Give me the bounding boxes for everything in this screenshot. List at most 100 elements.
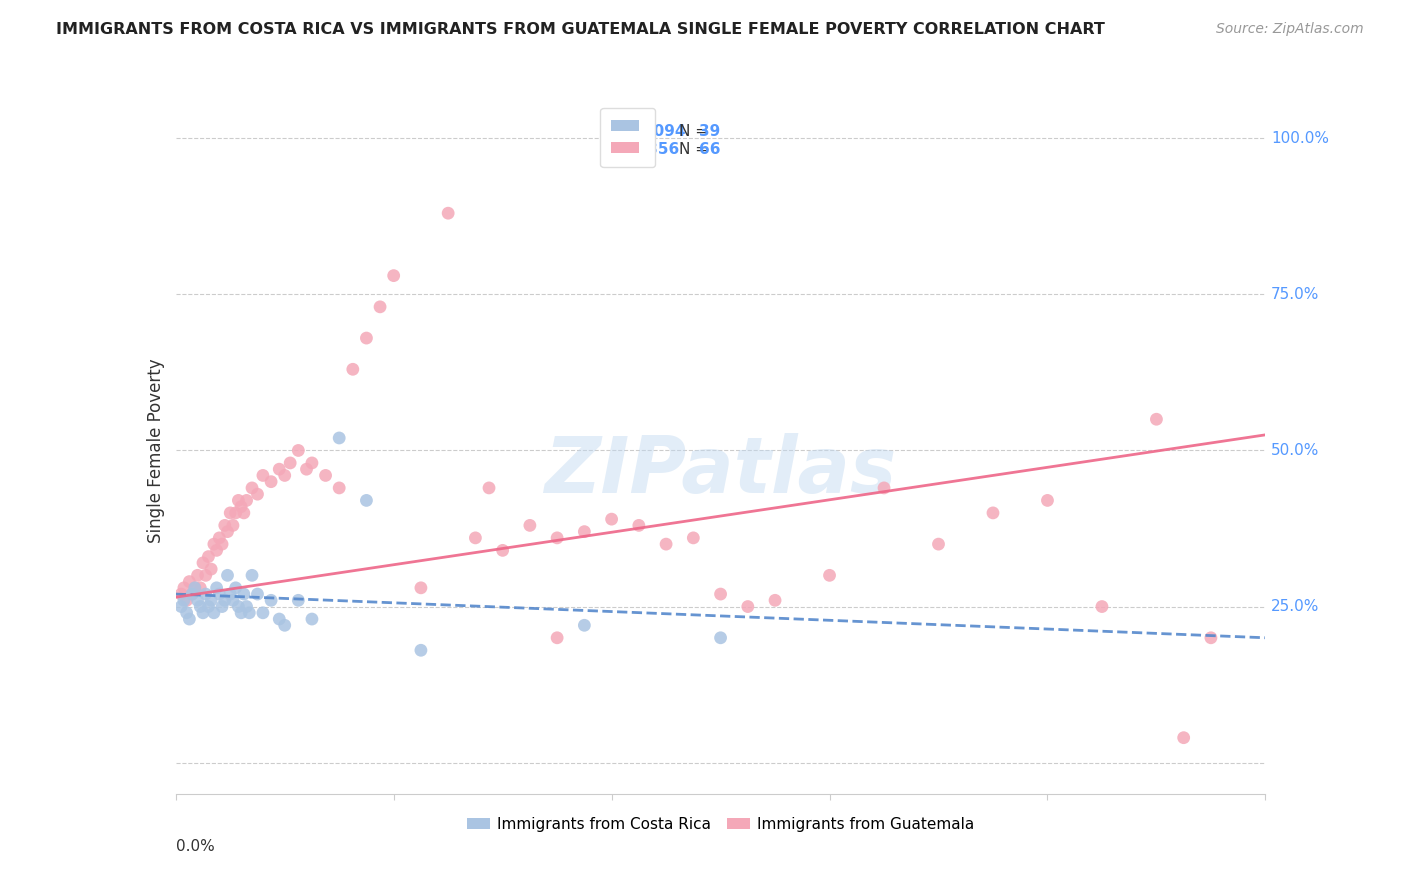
- Point: [274, 618, 297, 632]
- Point: [342, 362, 364, 376]
- Point: [240, 481, 263, 495]
- Point: [328, 431, 350, 445]
- Point: [763, 593, 786, 607]
- Point: [225, 506, 247, 520]
- Point: [260, 475, 283, 489]
- Point: [260, 593, 283, 607]
- Point: [222, 518, 245, 533]
- Point: [252, 606, 274, 620]
- Point: [235, 599, 257, 614]
- Point: [191, 606, 214, 620]
- Point: [287, 443, 309, 458]
- Point: [194, 587, 217, 601]
- Point: [437, 206, 460, 220]
- Point: [710, 587, 733, 601]
- Point: [205, 581, 228, 595]
- Point: [246, 587, 269, 601]
- Point: [228, 599, 250, 614]
- Point: [710, 631, 733, 645]
- Point: [1173, 731, 1195, 745]
- Point: [191, 556, 214, 570]
- Point: [197, 599, 219, 614]
- Point: [176, 593, 198, 607]
- Point: [409, 643, 432, 657]
- Text: -0.094: -0.094: [631, 124, 686, 138]
- Point: [368, 300, 391, 314]
- Text: R =: R =: [606, 142, 640, 157]
- Point: [208, 587, 231, 601]
- Point: [464, 531, 486, 545]
- Point: [179, 612, 201, 626]
- Point: [238, 606, 260, 620]
- Point: [186, 593, 209, 607]
- Text: 0.0%: 0.0%: [176, 838, 215, 854]
- Point: [194, 568, 217, 582]
- Point: [818, 568, 841, 582]
- Point: [232, 506, 254, 520]
- Point: [301, 456, 323, 470]
- Point: [252, 468, 274, 483]
- Point: [200, 593, 222, 607]
- Point: [228, 493, 250, 508]
- Point: [184, 581, 207, 595]
- Point: [301, 612, 323, 626]
- Point: [287, 593, 309, 607]
- Point: [231, 606, 253, 620]
- Point: [188, 581, 211, 595]
- Text: 50.0%: 50.0%: [1271, 443, 1319, 458]
- Point: [873, 481, 896, 495]
- Text: 100.0%: 100.0%: [1271, 131, 1329, 145]
- Point: [186, 568, 209, 582]
- Point: [269, 612, 291, 626]
- Point: [197, 549, 219, 564]
- Point: [232, 587, 254, 601]
- Point: [1091, 599, 1114, 614]
- Point: [928, 537, 950, 551]
- Point: [278, 456, 301, 470]
- Point: [409, 581, 432, 595]
- Point: [382, 268, 405, 283]
- Text: N =: N =: [679, 142, 713, 157]
- Point: [219, 506, 242, 520]
- Point: [219, 587, 242, 601]
- Point: [170, 587, 193, 601]
- Point: [682, 531, 704, 545]
- Point: [519, 518, 541, 533]
- Point: [627, 518, 650, 533]
- Point: [217, 568, 239, 582]
- Point: [188, 599, 211, 614]
- Point: [315, 468, 337, 483]
- Point: [231, 500, 253, 514]
- Point: [214, 518, 236, 533]
- Point: [1144, 412, 1167, 426]
- Y-axis label: Single Female Poverty: Single Female Poverty: [146, 359, 165, 542]
- Point: [184, 581, 207, 595]
- Text: 0.356: 0.356: [631, 142, 679, 157]
- Point: [269, 462, 291, 476]
- Point: [200, 562, 222, 576]
- Point: [222, 593, 245, 607]
- Point: [202, 606, 225, 620]
- Point: [181, 587, 204, 601]
- Point: [546, 631, 568, 645]
- Text: N =: N =: [679, 124, 713, 138]
- Point: [600, 512, 623, 526]
- Point: [205, 543, 228, 558]
- Point: [737, 599, 759, 614]
- Point: [181, 587, 204, 601]
- Text: R =: R =: [606, 124, 640, 138]
- Point: [179, 574, 201, 589]
- Point: [1199, 631, 1222, 645]
- Text: IMMIGRANTS FROM COSTA RICA VS IMMIGRANTS FROM GUATEMALA SINGLE FEMALE POVERTY CO: IMMIGRANTS FROM COSTA RICA VS IMMIGRANTS…: [56, 22, 1105, 37]
- Point: [217, 524, 239, 539]
- Point: [546, 531, 568, 545]
- Point: [328, 481, 350, 495]
- Text: 75.0%: 75.0%: [1271, 287, 1319, 301]
- Point: [211, 537, 233, 551]
- Point: [235, 493, 257, 508]
- Point: [208, 531, 231, 545]
- Point: [225, 581, 247, 595]
- Text: 66: 66: [699, 142, 720, 157]
- Point: [356, 493, 378, 508]
- Point: [1036, 493, 1059, 508]
